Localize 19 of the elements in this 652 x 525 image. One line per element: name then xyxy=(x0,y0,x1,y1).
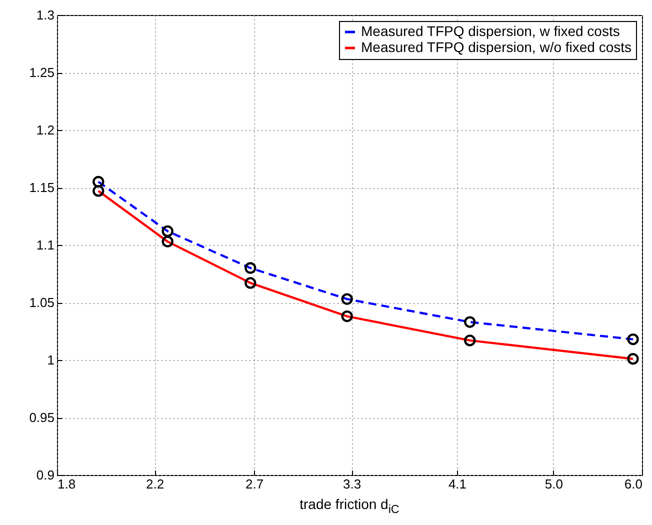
x-axis-title: trade friction d$_{iC}$ xyxy=(298,496,400,518)
x-tick-label: 4.1 xyxy=(448,476,467,492)
x-tick-label: 3.3 xyxy=(342,476,362,492)
y-tick-label: 1 xyxy=(47,352,54,368)
y-tick-label: 1.2 xyxy=(36,122,54,138)
x-tick-label: 2.7 xyxy=(245,476,264,492)
y-tick-label: 1.25 xyxy=(29,65,54,80)
x-tick-label: 6.0 xyxy=(624,476,642,492)
y-tick-label: 1.1 xyxy=(36,238,54,252)
y-tick-label: 1.05 xyxy=(29,295,54,310)
legend-label: Measured TFPQ dispersion, w/o fixed costs xyxy=(361,39,632,55)
x-tick-label: 1.8 xyxy=(58,476,76,492)
y-tick-label: 1.3 xyxy=(36,8,54,22)
x-tick-label: 2.2 xyxy=(146,476,164,492)
y-tick-label: 0.95 xyxy=(29,410,54,425)
x-tick-label: 5.0 xyxy=(544,476,563,492)
y-tick-label: 0.9 xyxy=(36,468,54,482)
y-tick-label: 1.15 xyxy=(29,180,54,195)
legend-label: Measured TFPQ dispersion, w fixed costs xyxy=(361,23,620,39)
